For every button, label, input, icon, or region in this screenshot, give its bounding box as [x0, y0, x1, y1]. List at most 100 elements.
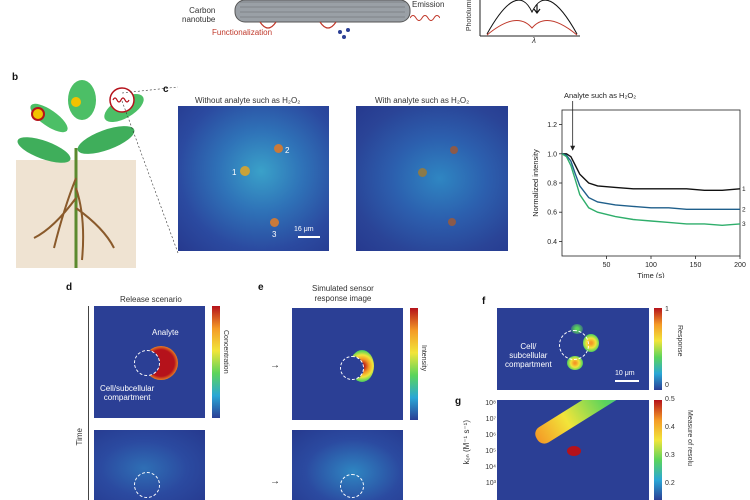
c-img2-title: With analyte such as H₂O₂ — [375, 96, 470, 105]
c-img1-title: Without analyte such as H₂O₂ — [195, 96, 301, 105]
panel-label-b: b — [12, 72, 19, 83]
c-spot-label-1: 1 — [232, 168, 237, 177]
y-tick-label: 0.8 — [547, 181, 557, 188]
series-line-3 — [561, 153, 741, 227]
g-ytick-labels: 10⁸ 10⁷ 10⁶ 10⁵ 10⁴ 10³ — [474, 400, 496, 500]
d-colorbar — [212, 306, 220, 418]
g-ytick: 10⁶ — [485, 432, 496, 439]
line-chart-svg: 50 100 150 200 0.4 0.6 0.8 1.0 1.2 Time (s) Normal… — [531, 91, 746, 280]
panel-label-d: d — [66, 282, 73, 293]
plant-illustration — [14, 78, 164, 268]
nanotube-label-line1: Carbon — [189, 6, 216, 15]
y-tick-label: 0.4 — [547, 239, 557, 246]
emission-label: Emission — [412, 0, 445, 9]
g-colorbar-label: Measure of resolu — [686, 410, 693, 467]
g-heatmap — [497, 400, 649, 500]
g-cbar-tick: 0.2 — [665, 480, 675, 487]
c2-spot-3 — [448, 218, 456, 226]
d-image-bottom — [94, 430, 205, 500]
f-cbar-min: 0 — [665, 382, 669, 389]
y-tick-label: 1.0 — [547, 151, 557, 158]
f-cell-label: Cell/ subcellular compartment — [505, 342, 552, 369]
e-image-top — [292, 308, 403, 420]
c-spot-3 — [270, 218, 279, 227]
functionalization-label: Functionalization — [212, 28, 273, 37]
series-end-label-2: 2 — [742, 206, 746, 213]
g-ytick: 10⁴ — [485, 464, 496, 471]
g-ylabel: kₒₙ (M⁻¹ s⁻¹) — [462, 420, 471, 465]
f-scalebar — [615, 380, 639, 382]
c-image-without-analyte: 1 2 3 16 μm — [178, 106, 329, 251]
x-tick-label: 200 — [734, 262, 746, 269]
e-title-line1: Simulated sensor — [312, 284, 374, 293]
f-cell-label-line1: Cell/ — [520, 342, 537, 351]
x-tick-label: 50 — [603, 262, 611, 269]
e-colorbar — [410, 308, 418, 420]
e-title: Simulated sensor response image — [312, 284, 374, 304]
emission-wave-icon — [409, 10, 441, 28]
g-cbar-ticks: 0.5 0.4 0.3 0.2 — [665, 396, 685, 500]
arrow-icon-top: → — [270, 360, 280, 371]
e-cell-circle-bottom — [340, 474, 364, 498]
panel-label-e: e — [258, 282, 264, 293]
d-analyte-label: Analyte — [152, 328, 179, 337]
x-tick-label: 150 — [690, 262, 702, 269]
nanotube-svg — [234, 0, 411, 39]
panel-label-c: c — [163, 84, 169, 95]
c2-spot-2 — [450, 146, 458, 154]
e-cell-circle — [340, 356, 364, 380]
g-heatmap-band — [532, 400, 649, 447]
d-cell-circle-bottom — [134, 472, 160, 498]
g-heatmap-hotspot — [567, 446, 581, 456]
series-end-label-3: 3 — [742, 221, 746, 228]
d-cell-circle — [134, 350, 160, 376]
g-cbar-tick: 0.4 — [665, 424, 675, 431]
f-colorbar — [654, 308, 662, 390]
arrow-icon-bottom: → — [270, 476, 280, 487]
g-colorbar — [654, 400, 662, 500]
f-cell-label-line3: compartment — [505, 360, 552, 369]
zoom-guide-lines — [121, 86, 179, 254]
pl-spectrum-plot — [462, 0, 582, 45]
c-spot-label-3: 3 — [272, 230, 277, 239]
c-line-chart: 50 100 150 200 0.4 0.6 0.8 1.0 1.2 Time (s) Normal… — [528, 88, 750, 280]
f-cell-label-line2: subcellular — [509, 351, 548, 360]
g-ytick: 10⁸ — [485, 400, 496, 407]
y-axis-label: Normalized intensity — [531, 149, 540, 217]
c-spot-2 — [274, 144, 283, 153]
x-tick-label: 100 — [645, 262, 657, 269]
d-time-axis — [88, 306, 89, 500]
nanotube-schematic — [200, 0, 440, 40]
series-line-2 — [561, 153, 740, 210]
y-tick-label: 0.6 — [547, 210, 557, 217]
e-colorbar-label: Intensity — [420, 345, 427, 372]
d-cell-label-line1: Cell/subcellular — [100, 384, 155, 393]
annotation-arrowhead — [570, 145, 576, 151]
f-scalebar-label: 10 μm — [615, 370, 635, 377]
c2-spot-1 — [418, 168, 427, 177]
g-ytick: 10⁵ — [485, 448, 496, 455]
f-colorbar-label: Response — [676, 325, 683, 357]
nanotube-label-line2: nanotube — [182, 15, 216, 24]
d-title: Release scenario — [120, 295, 182, 304]
c-spot-label-2: 2 — [285, 146, 290, 155]
f-cell-circle — [559, 330, 589, 360]
panel-label-f: f — [482, 296, 486, 307]
pl-axis-label: Photolumi — [466, 0, 473, 32]
e-title-line2: response image — [314, 294, 372, 303]
f-cbar-max: 1 — [665, 306, 669, 313]
d-cell-label-line2: compartment — [103, 393, 151, 402]
x-axis-label: Time (s) — [637, 271, 665, 278]
panel-label-g: g — [455, 396, 462, 407]
d-colorbar-label: Concentration — [222, 330, 229, 374]
g-cbar-tick: 0.5 — [665, 396, 675, 403]
c-spot-1 — [240, 166, 250, 176]
g-ytick: 10³ — [485, 480, 496, 487]
series-end-label-1: 1 — [742, 186, 746, 193]
y-tick-label: 1.2 — [547, 122, 557, 129]
nanotube-label: Carbon nanotube — [182, 6, 215, 24]
g-ytick: 10⁷ — [485, 416, 496, 423]
chart-annotation: Analyte such as H₂O₂ — [564, 91, 636, 100]
d-time-label: Time — [75, 428, 84, 446]
series-line-1 — [562, 153, 741, 191]
